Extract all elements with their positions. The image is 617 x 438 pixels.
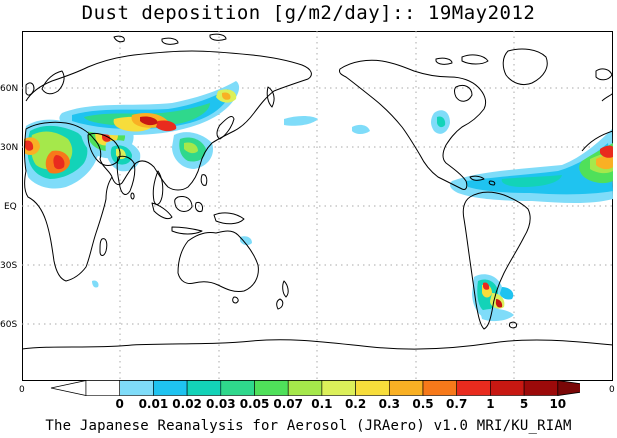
legend-arrow-high [557,380,580,396]
coastlines [22,33,613,350]
legend-label: 0.07 [273,397,303,411]
legend-label: 0.03 [205,397,236,411]
legend-label: 0.2 [344,397,367,411]
legend-label: 0 [115,397,124,411]
legend-swatch [186,380,222,396]
legend-label: 0.5 [412,397,434,411]
legend-swatch [287,380,323,396]
legend-swatch [254,380,289,396]
legend-swatch [119,380,154,396]
legend-label: 0.05 [239,397,270,411]
legend-swatch [490,380,525,396]
lat-label-30s: 30S [0,261,18,271]
footer-credit: The Japanese Reanalysis for Aerosol (JRA… [45,418,572,434]
legend-label: 10 [549,397,567,411]
legend-swatch [321,380,356,396]
legend-label: 1 [486,397,495,411]
legend-arrow-low [50,380,87,396]
legend-label: 0.01 [138,397,169,411]
legend-swatch [388,380,424,396]
legend-swatch [422,380,458,396]
legend-label: 0.3 [378,397,400,411]
legend-swatch [85,380,121,396]
map-panel: 60N 30N EQ 30S 60S [0,31,613,381]
lat-label-30n: 30N [0,143,19,153]
legend-swatch [355,380,390,396]
legend-swatch [153,380,188,396]
legend-swatch [523,380,559,396]
map-title: Dust deposition [g/m2/day]:: 19May2012 [81,2,536,24]
legend-swatch [456,380,491,396]
lon-label-left: 0 [19,385,25,395]
legend-label: 5 [519,397,529,411]
legend-label: 0.1 [311,397,333,411]
legend-label: 0.02 [172,397,202,411]
world-map [22,31,613,381]
lon-label-right: 0 [609,385,615,395]
lat-label-60n: 60N [0,84,19,94]
legend-label: 0.7 [446,397,468,411]
lat-label-eq: EQ [4,202,17,212]
color-legend [50,380,580,396]
lat-label-60s: 60S [0,320,18,330]
legend-swatch [220,380,255,396]
